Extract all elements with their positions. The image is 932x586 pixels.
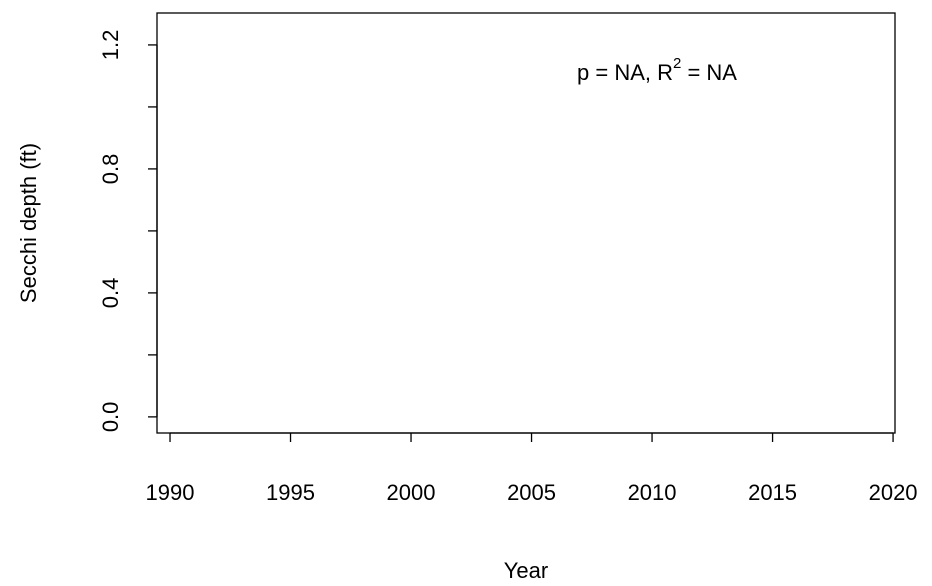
x-tick-label: 2015 xyxy=(748,480,797,505)
annotation-suffix: = NA xyxy=(681,60,737,85)
y-tick-label: 0.0 xyxy=(98,402,123,433)
plot-box xyxy=(156,12,896,434)
x-axis-label: Year xyxy=(504,558,548,583)
y-tick-label: 0.8 xyxy=(98,154,123,185)
x-tick-label: 2020 xyxy=(869,480,918,505)
y-tick-label: 0.4 xyxy=(98,278,123,309)
x-tick-label: 2005 xyxy=(507,480,556,505)
x-tick-label: 1995 xyxy=(266,480,315,505)
y-tick-label: 1.2 xyxy=(98,30,123,61)
x-tick-label: 1990 xyxy=(146,480,195,505)
x-tick-label: 2000 xyxy=(387,480,436,505)
annotation-text: p = NA, R xyxy=(577,60,673,85)
annotation: p = NA, R2 = NA xyxy=(577,55,737,85)
annotation-superscript: 2 xyxy=(673,55,681,72)
x-tick-label: 2010 xyxy=(628,480,677,505)
y-axis-label: Secchi depth (ft) xyxy=(16,143,41,303)
